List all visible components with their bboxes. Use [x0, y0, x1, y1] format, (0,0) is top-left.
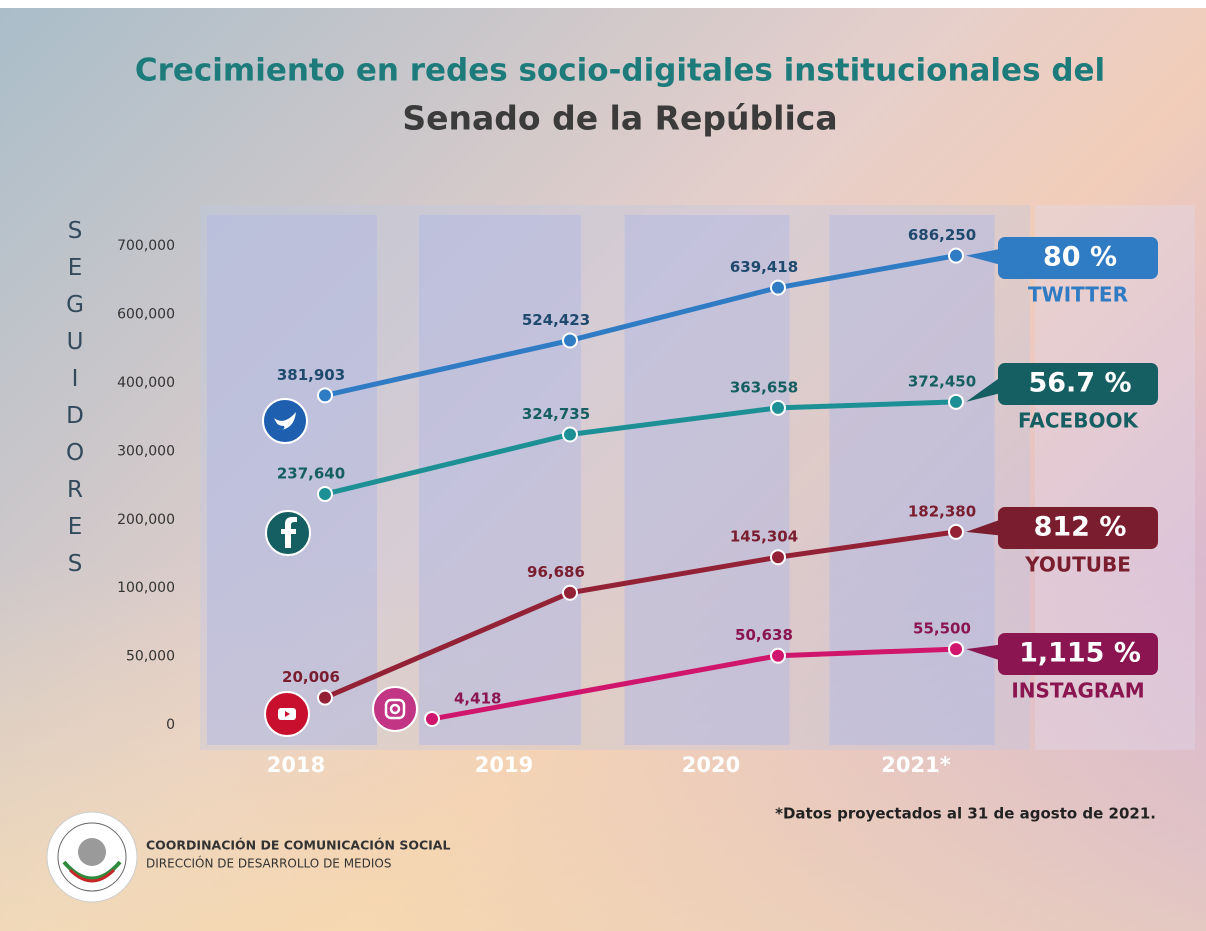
y-tick-label: 200,000	[117, 512, 175, 528]
badge-pointer	[966, 248, 1005, 266]
badge-pointer	[966, 374, 1005, 402]
column-band	[624, 215, 790, 745]
legend-label: INSTAGRAM	[1011, 679, 1144, 703]
badge-pointer	[966, 518, 1005, 536]
data-label: 20,006	[282, 668, 340, 686]
y-tick-label: 600,000	[117, 307, 175, 323]
badge	[998, 633, 1158, 675]
growth-label: 812 %	[1034, 512, 1127, 543]
data-label: 363,658	[730, 378, 798, 396]
instagram-cam	[384, 698, 406, 720]
data-point	[948, 393, 964, 410]
org-name: COORDINACIÓN DE COMUNICACIÓN SOCIAL	[146, 838, 450, 853]
data-point	[424, 710, 440, 727]
y-axis-label: SEGUIDORES	[62, 218, 88, 588]
legend-label: FACEBOOK	[1018, 409, 1139, 433]
legend-label: TWITTER	[1028, 283, 1128, 307]
badge	[998, 237, 1158, 279]
growth-label: 56.7 %	[1028, 368, 1131, 399]
y-tick-label: 0	[166, 717, 175, 733]
y-tick-label: 300,000	[117, 443, 175, 459]
x-tick-label: 2021*	[881, 753, 950, 777]
data-label: 372,450	[908, 372, 976, 390]
series-line	[324, 253, 957, 398]
x-tick-label: 2020	[682, 753, 740, 777]
social-icon	[372, 686, 418, 732]
data-label: 381,903	[277, 366, 345, 384]
badge	[998, 507, 1158, 549]
x-tick-label: 2018	[267, 753, 325, 777]
twitter-bird	[274, 412, 296, 430]
x-tick-label: 2019	[475, 753, 533, 777]
chart-title: Crecimiento en redes socio-digitales ins…	[135, 53, 1105, 89]
footnote: *Datos proyectados al 31 de agosto de 20…	[775, 805, 1156, 823]
y-tick-label: 700,000	[117, 238, 175, 254]
data-label: 55,500	[913, 620, 971, 638]
data-label: 324,735	[522, 405, 590, 423]
data-point	[948, 247, 964, 264]
logo-ring	[57, 822, 127, 892]
series-line	[324, 529, 957, 700]
y-tick-label: 100,000	[117, 580, 175, 596]
data-label: 182,380	[908, 502, 976, 520]
column-band	[829, 215, 995, 745]
top-strip	[0, 0, 1206, 8]
data-point	[770, 647, 786, 664]
dept-name: DIRECCIÓN DE DESARROLLO DE MEDIOS	[146, 856, 391, 871]
series-line	[324, 399, 957, 497]
data-label: 639,418	[730, 258, 798, 276]
logo-band	[62, 860, 122, 881]
logo-band	[68, 868, 116, 883]
legend-label: YOUTUBE	[1024, 553, 1131, 577]
data-point	[770, 279, 786, 296]
chart-subtitle: Senado de la República	[402, 99, 837, 138]
data-label: 4,418	[454, 689, 501, 707]
badge	[998, 363, 1158, 405]
data-point	[770, 549, 786, 566]
data-label: 237,640	[277, 465, 345, 483]
data-label: 50,638	[735, 626, 793, 644]
data-point	[948, 523, 964, 540]
data-point	[317, 689, 333, 706]
instagram-lens	[389, 703, 401, 715]
column-band	[419, 215, 581, 745]
growth-label: 1,115 %	[1019, 638, 1141, 669]
data-point	[317, 387, 333, 404]
data-label: 96,686	[527, 563, 585, 581]
data-point	[948, 641, 964, 658]
youtube-tri	[285, 711, 290, 717]
y-tick-label: 50,000	[126, 649, 175, 665]
data-label: 686,250	[908, 226, 976, 244]
column-band	[207, 215, 377, 745]
data-label: 145,304	[730, 528, 798, 546]
y-tick-label: 400,000	[117, 375, 175, 391]
data-point	[562, 584, 578, 601]
data-point	[562, 332, 578, 349]
badge-pointer	[966, 644, 1005, 662]
data-point	[562, 426, 578, 443]
data-point	[317, 486, 333, 503]
facebook-f	[281, 517, 297, 548]
logo-seal	[78, 838, 106, 866]
data-point	[770, 399, 786, 416]
growth-label: 80 %	[1043, 242, 1117, 273]
data-label: 524,423	[522, 311, 590, 329]
